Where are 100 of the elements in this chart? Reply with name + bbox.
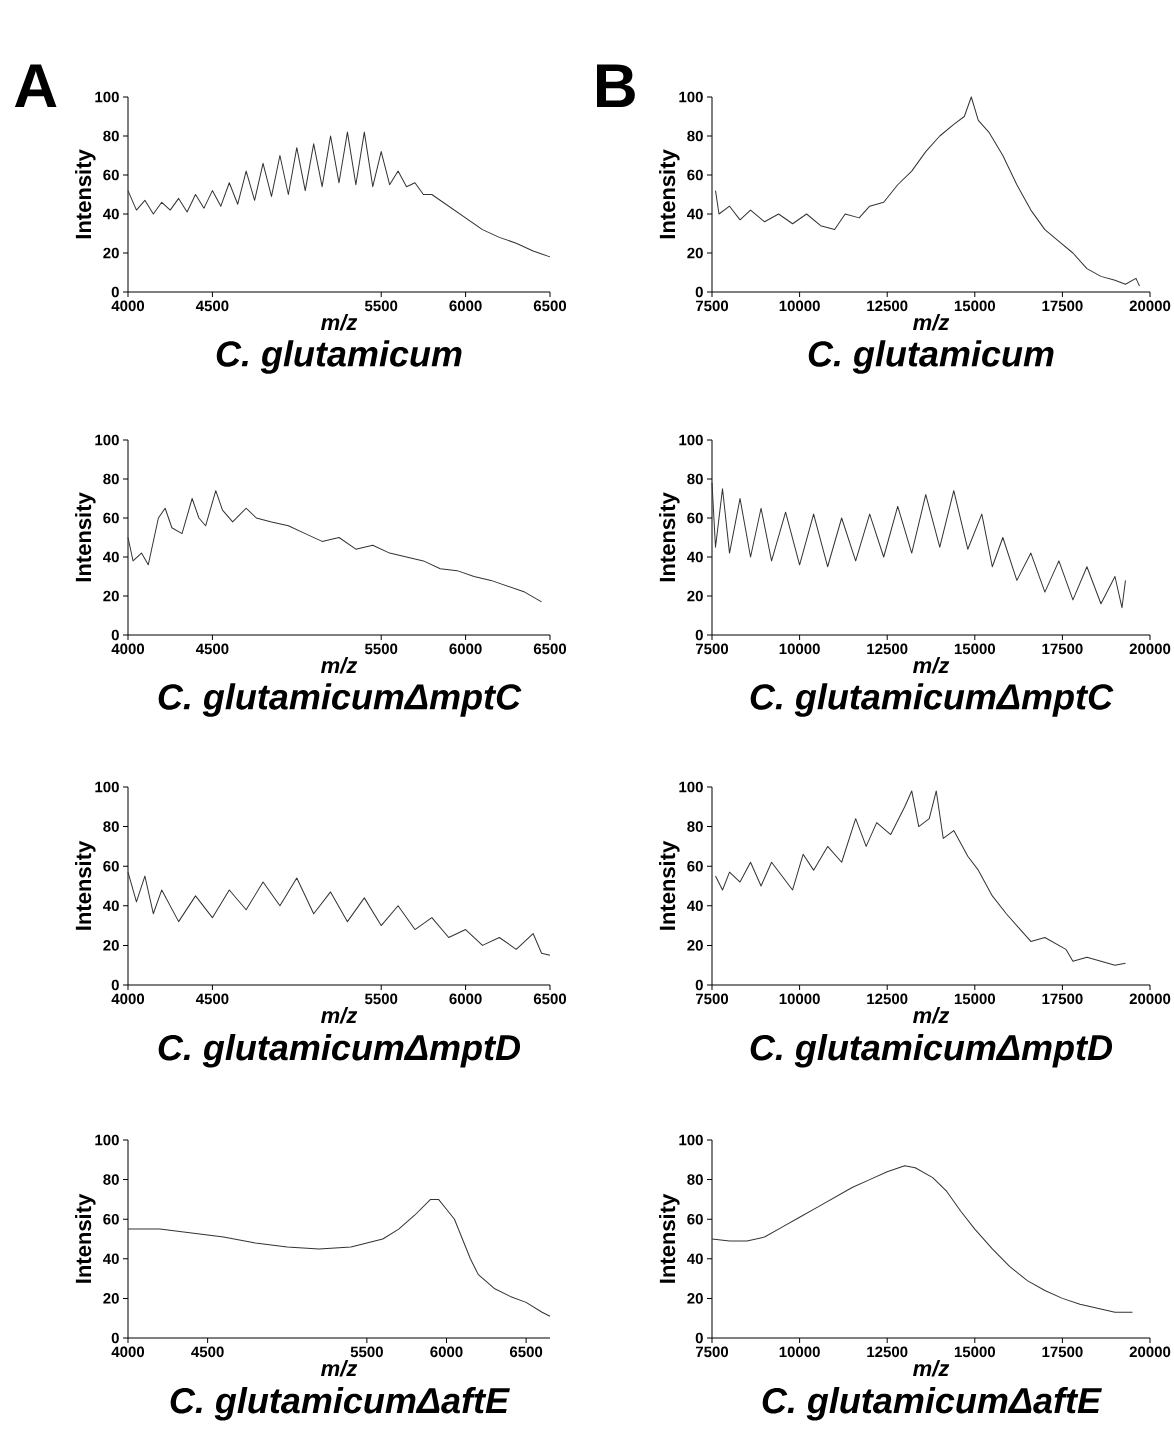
x-tick-label: 4500 (195, 643, 229, 655)
text: C. glutamicumΔaftE (762, 1387, 1102, 1421)
y-tick-label: 100 (679, 1134, 703, 1146)
x-tick-label: 5500 (364, 300, 398, 312)
x-tick-label: 20000 (1129, 643, 1171, 655)
x-tick-label: 20000 (1129, 993, 1171, 1005)
y-tick-label: 0 (111, 286, 119, 298)
y-tick-label: 0 (695, 1332, 703, 1344)
x-tick-label: 15000 (954, 300, 995, 312)
y-tick-label: 80 (103, 473, 119, 485)
y-tick-label: 80 (687, 473, 703, 485)
x-tick-label: 7500 (695, 643, 728, 655)
x-tick-label: 12500 (867, 300, 908, 312)
x-axis-title: m/z (912, 1007, 950, 1024)
text: C. glutamicumΔmptC (750, 683, 1114, 717)
line-series (711, 482, 1126, 609)
y-tick-label: 0 (111, 1332, 119, 1344)
y-tick-label: 100 (679, 91, 703, 103)
y-tick-label: 20 (103, 247, 119, 259)
y-tick-label: 60 (103, 169, 119, 181)
x-axis-title: m/z (912, 1360, 950, 1377)
line-series (714, 96, 1140, 287)
x-tick-label: 10000 (779, 643, 820, 655)
y-tick-label: 20 (687, 1293, 703, 1304)
y-axis-title: Intensity (658, 149, 680, 239)
x-tick-label: 10000 (779, 1346, 820, 1358)
y-tick-label: 100 (679, 781, 703, 793)
text: C. glutamicumΔmptD (158, 1034, 520, 1068)
x-tick-label: 6000 (430, 1346, 463, 1358)
y-tick-label: 80 (687, 821, 703, 832)
y-tick-label: 80 (103, 130, 119, 142)
x-tick-label: 12500 (867, 1346, 908, 1358)
y-tick-label: 0 (111, 629, 119, 641)
y-tick-label: 60 (687, 860, 703, 872)
y-axis-title: Intensity (658, 492, 680, 582)
text: C. glutamicum (216, 340, 462, 374)
x-axis-title: m/z (320, 657, 358, 674)
y-tick-label: 60 (687, 512, 703, 524)
x-tick-label: 20000 (1129, 300, 1171, 312)
x-tick-label: 10000 (779, 300, 820, 312)
x-tick-label: 6500 (533, 993, 566, 1005)
y-tick-label: 60 (687, 1213, 703, 1225)
x-tick-label: 7500 (695, 300, 728, 312)
y-tick-label: 80 (103, 1174, 119, 1185)
y-tick-label: 40 (686, 900, 703, 912)
y-tick-label: 20 (103, 590, 119, 602)
y-tick-label: 40 (102, 1253, 119, 1265)
x-tick-label: 17500 (1042, 1346, 1083, 1358)
y-tick-label: 0 (111, 979, 119, 991)
y-tick-label: 40 (686, 1253, 703, 1265)
x-axis-title: m/z (912, 314, 950, 331)
y-tick-label: 20 (103, 940, 119, 951)
y-axis-title: Intensity (74, 840, 96, 930)
y-axis-title: Intensity (74, 1193, 96, 1283)
y-tick-label: 100 (679, 434, 703, 446)
y-tick-label: 80 (687, 1174, 703, 1185)
y-axis-title: Intensity (658, 840, 680, 930)
x-tick-label: 5500 (364, 993, 398, 1005)
y-axis-title: Intensity (74, 149, 96, 239)
x-tick-label: 4000 (111, 1346, 144, 1358)
x-tick-label: 17500 (1042, 643, 1083, 655)
x-tick-label: 12500 (867, 993, 908, 1005)
y-tick-label: 40 (102, 208, 119, 220)
x-tick-label: 4500 (195, 300, 229, 312)
y-tick-label: 40 (686, 551, 703, 563)
y-tick-label: 40 (686, 208, 703, 220)
x-tick-label: 7500 (695, 993, 728, 1005)
x-tick-label: 6000 (449, 643, 482, 655)
text: B (596, 64, 635, 108)
y-tick-label: 20 (687, 590, 703, 602)
x-axis-title: m/z (320, 314, 358, 331)
x-tick-label: 4000 (111, 300, 144, 312)
y-tick-label: 0 (695, 629, 703, 641)
x-tick-label: 4500 (195, 993, 229, 1005)
x-tick-label: 4000 (111, 643, 144, 655)
x-tick-label: 17500 (1042, 993, 1083, 1005)
x-tick-label: 6500 (509, 1346, 543, 1358)
line-series (127, 871, 551, 956)
text: C. glutamicum (808, 340, 1054, 374)
y-tick-label: 100 (95, 1134, 119, 1146)
y-tick-label: 80 (103, 821, 119, 832)
x-tick-label: 15000 (954, 643, 995, 655)
x-tick-label: 15000 (954, 993, 995, 1005)
text: C. glutamicumΔmptD (750, 1034, 1112, 1068)
y-tick-label: 60 (103, 512, 119, 524)
y-tick-label: 60 (103, 1213, 119, 1225)
text: C. glutamicumΔmptC (158, 683, 522, 717)
y-axis-title: Intensity (74, 492, 96, 582)
y-tick-label: 100 (95, 91, 119, 103)
x-axis-title: m/z (320, 1360, 358, 1377)
text: A (14, 64, 57, 108)
y-tick-label: 80 (687, 130, 703, 142)
x-tick-label: 15000 (954, 1346, 995, 1358)
x-tick-label: 6000 (449, 993, 482, 1005)
y-tick-label: 0 (695, 286, 703, 298)
y-tick-label: 100 (95, 434, 119, 446)
x-tick-label: 4000 (111, 993, 144, 1005)
x-tick-label: 10000 (779, 993, 820, 1005)
text: C. glutamicumΔaftE (170, 1387, 510, 1421)
y-tick-label: 60 (687, 169, 703, 181)
